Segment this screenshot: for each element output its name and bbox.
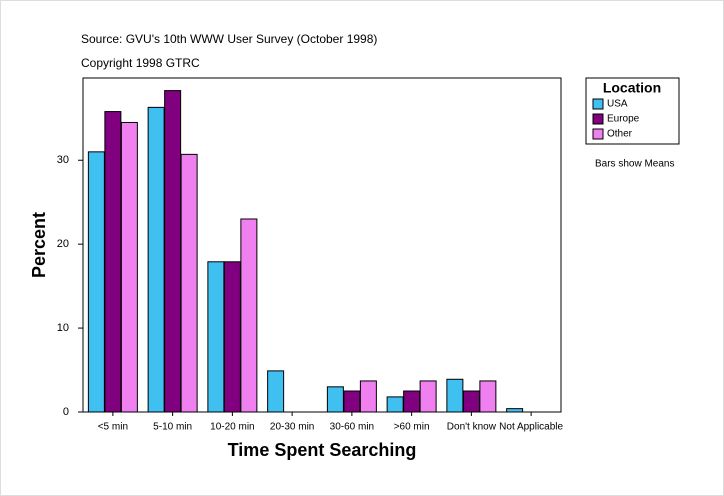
legend-swatch — [592, 113, 604, 125]
x-tick-label: 30-60 min — [330, 422, 374, 433]
legend-title: Location — [603, 80, 661, 96]
bar — [386, 396, 404, 413]
bar — [267, 370, 285, 413]
chart-title: Source: GVU's 10th WWW User Survey (Octo… — [81, 32, 377, 46]
x-tick-label: <5 min — [98, 422, 128, 433]
bar — [479, 380, 497, 413]
legend-label: Other — [607, 129, 633, 140]
bar — [419, 380, 437, 413]
x-tick-label: Not Applicable — [499, 422, 563, 433]
x-tick-label: Don't know — [447, 422, 497, 433]
chart-subtitle: Copyright 1998 GTRC — [81, 56, 200, 70]
bar — [462, 390, 480, 413]
bar — [446, 378, 464, 413]
bar — [120, 121, 138, 413]
legend-swatch — [592, 98, 604, 110]
legend-label: Europe — [607, 114, 640, 125]
bar — [359, 380, 377, 413]
bar — [240, 218, 258, 413]
bar — [506, 408, 524, 413]
bar — [164, 90, 182, 413]
bar — [403, 390, 421, 413]
y-tick-label: 0 — [63, 406, 69, 418]
annotation: Bars show Means — [595, 159, 674, 170]
x-tick-label: 10-20 min — [210, 422, 254, 433]
bar — [207, 261, 225, 413]
legend-label: USA — [607, 99, 628, 110]
bar — [343, 390, 361, 413]
y-tick-label: 20 — [57, 238, 69, 250]
bar — [147, 106, 165, 413]
bar — [326, 386, 344, 413]
x-tick-label: 5-10 min — [153, 422, 192, 433]
x-tick-label: 20-30 min — [270, 422, 314, 433]
legend-swatch — [592, 128, 604, 140]
bar — [180, 153, 198, 413]
bar — [104, 111, 122, 413]
y-tick-label: 10 — [57, 322, 69, 334]
x-axis-label: Time Spent Searching — [228, 440, 417, 460]
y-axis-label: Percent — [29, 212, 49, 278]
x-tick-label: >60 min — [394, 422, 430, 433]
bar — [87, 151, 105, 413]
y-tick-label: 30 — [57, 154, 69, 166]
bar — [223, 261, 241, 413]
